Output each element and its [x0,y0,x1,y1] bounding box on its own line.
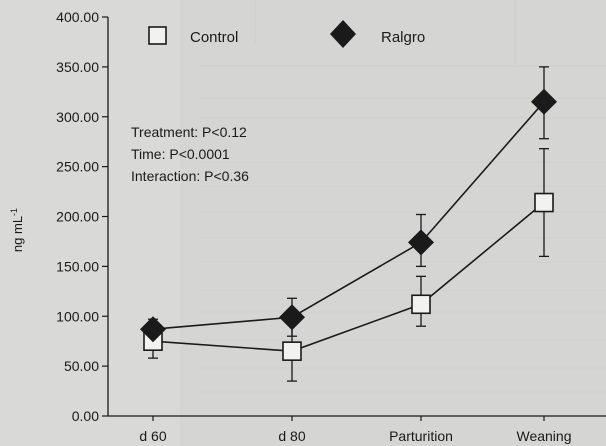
y-tick-label: 150.00 [56,258,99,274]
data-point-control [282,341,302,361]
y-tick-label: 0.00 [72,408,99,424]
svg-text:ng mL-1: ng mL-1 [9,208,25,252]
background-texture [180,0,606,446]
y-axis-title-superscript: -1 [9,208,19,216]
data-point-ralgro [408,229,434,256]
y-tick-label: 50.00 [64,358,99,374]
markers-ralgro [140,88,557,343]
y-axis-title: ng mL-1 [9,208,25,252]
x-axis-ticks: d 60 d 80 Parturition Weaning [139,416,572,444]
annotation-treatment: Treatment: P<0.12 [131,124,247,140]
x-tick-label: Parturition [389,428,453,444]
data-point-control [534,192,554,213]
annotation-time: Time: P<0.0001 [131,146,230,162]
data-point-control [411,294,431,315]
series-layer [140,66,557,382]
y-tick-label: 350.00 [56,59,99,75]
y-tick-label: 300.00 [56,109,99,125]
x-tick-label: d 60 [139,428,166,444]
series-line-ralgro [152,101,545,331]
y-tick-label: 100.00 [56,308,99,324]
data-point-ralgro [140,316,166,343]
y-axis-ticks: 0.00 50.00 100.00 150.00 200.00 250.00 300.00 3… [56,9,108,424]
legend-control-label: Control [190,29,238,46]
legend-control-marker [148,26,167,45]
legend-ralgro-marker [330,20,356,48]
statistics-annotations: Treatment: P<0.12 Time: P<0.0001 Interac… [131,124,249,184]
y-tick-label: 200.00 [56,209,99,225]
legend: Control Ralgro [148,20,425,48]
y-tick-label: 400.00 [56,9,99,25]
data-point-ralgro [279,304,305,331]
y-tick-label: 250.00 [56,159,99,175]
x-tick-label: d 80 [278,428,305,444]
y-axis-title-text: ng mL [10,216,25,252]
series-line-control [152,201,545,352]
annotation-interaction: Interaction: P<0.36 [131,168,249,184]
x-tick-label: Weaning [516,428,571,444]
data-point-ralgro [531,88,557,115]
legend-ralgro-label: Ralgro [381,29,425,46]
